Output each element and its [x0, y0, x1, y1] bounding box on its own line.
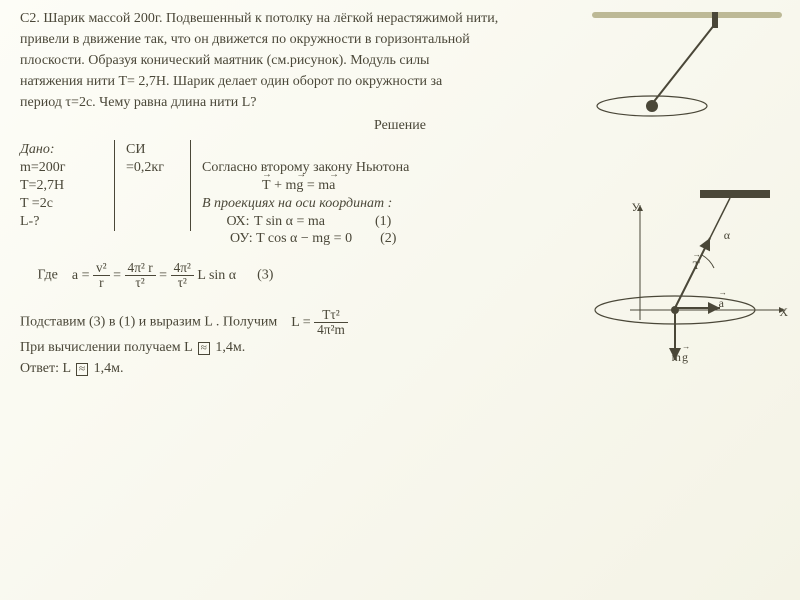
given-row: m=200г =0,2кг Согласно второму закону Нь…: [20, 159, 780, 177]
si-label: СИ: [126, 142, 186, 158]
L-formula: L = Tτ²4π²m: [291, 315, 348, 330]
y-axis-label: У: [632, 200, 641, 215]
alpha-label: α: [724, 228, 730, 243]
vertical-separator: [114, 195, 122, 213]
given-row: Дано: СИ: [20, 140, 780, 158]
vertical-separator: [190, 195, 198, 213]
eq-num-2: (2): [380, 231, 396, 246]
ox-prefix: ОХ:: [227, 214, 250, 229]
vertical-separator: [190, 159, 198, 177]
vertical-separator: [190, 213, 198, 231]
vertical-separator: [114, 177, 122, 195]
a-formula: a = v²r = 4π² rτ² = 4π²τ² L sin α: [72, 268, 240, 283]
approx-icon: ≈: [76, 363, 88, 376]
given-tension: T=2,7Н: [20, 178, 110, 194]
oy-formula: T cos α − mg = 0: [256, 231, 352, 246]
vertical-separator: [190, 140, 198, 158]
ox-formula: T sin α = ma: [253, 213, 326, 230]
accel-vector-label: a: [719, 296, 724, 311]
given-m: m=200г: [20, 160, 110, 176]
oy-prefix: ОУ:: [230, 231, 253, 246]
page: С2. Шарик массой 200г. Подвешенный к пот…: [0, 0, 800, 600]
vertical-separator: [190, 177, 198, 195]
eq-num-3: (3): [257, 268, 273, 283]
vertical-separator: [114, 140, 122, 158]
vertical-separator: [114, 159, 122, 177]
x-axis-label: Х: [779, 305, 788, 320]
approx-icon: ≈: [198, 342, 210, 355]
given-label: Дано:: [20, 142, 55, 157]
given-L: L-?: [20, 214, 110, 230]
pendulum-sketch-icon: [592, 6, 782, 126]
vertical-separator: [114, 213, 122, 231]
where-label: Где: [38, 268, 58, 283]
projection-label: В проекциях на оси координат :: [202, 196, 392, 211]
given-m-si: =0,2кг: [126, 160, 186, 176]
eq-num-1: (1): [375, 214, 391, 229]
tension-vector-label: T: [693, 258, 700, 273]
given-tau: T =2с: [20, 196, 110, 212]
newton2-text: Согласно второму закону Ньютона: [202, 160, 780, 176]
mg-vector-label: mg: [672, 350, 688, 365]
